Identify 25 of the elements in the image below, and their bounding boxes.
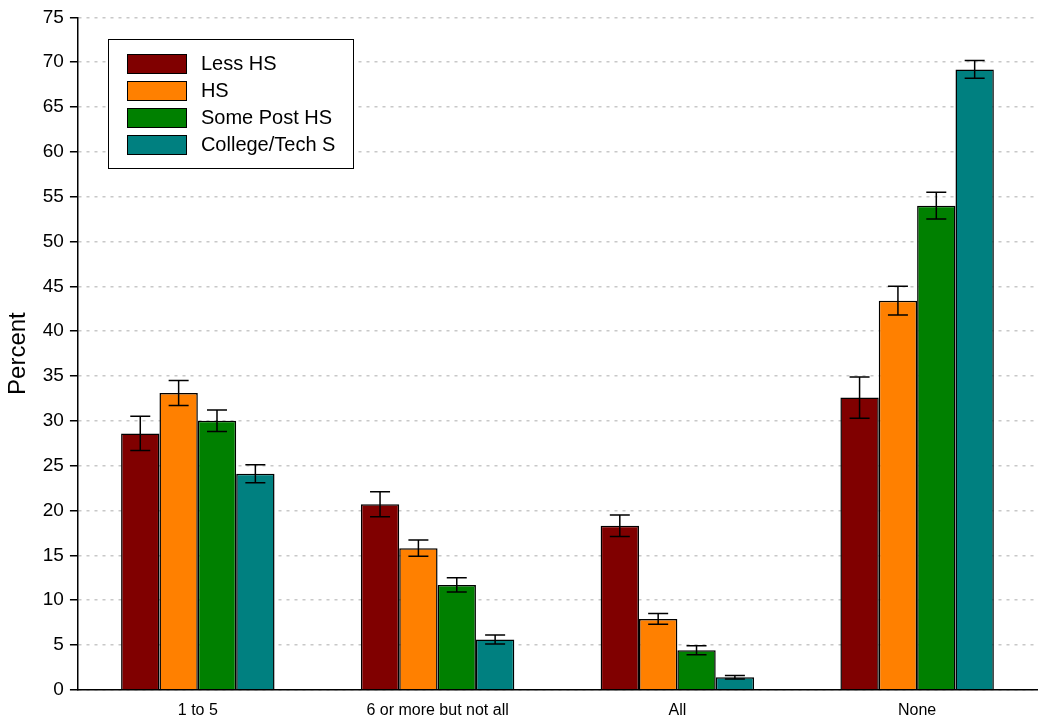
y-tick-label: 45 <box>42 274 64 296</box>
y-tick-label: 75 <box>42 5 64 27</box>
legend-label: College/Tech S <box>200 133 336 157</box>
y-tick-label: 15 <box>42 543 64 565</box>
y-axis-title: Percent <box>3 311 31 395</box>
x-tick-label: All <box>668 700 687 718</box>
y-tick-label: 5 <box>53 633 64 655</box>
y-tick-label: 65 <box>42 95 64 117</box>
legend-label: Less HS <box>200 52 277 76</box>
y-tick-label: 50 <box>42 229 64 251</box>
x-tick-label: None <box>897 700 937 718</box>
y-tick-label: 35 <box>42 364 64 386</box>
y-tick-label: 60 <box>42 140 64 162</box>
y-tick-label: 25 <box>42 453 64 475</box>
x-tick-label: 1 to 5 <box>177 700 218 718</box>
y-tick-label: 10 <box>42 588 64 610</box>
y-tick-label: 55 <box>42 184 64 206</box>
y-tick-label: 0 <box>53 678 64 700</box>
legend-label: Some Post HS <box>200 106 333 130</box>
y-tick-label: 70 <box>42 50 64 72</box>
y-tick-label: 30 <box>42 409 64 431</box>
x-tick-label: 6 or more but not all <box>366 700 509 718</box>
legend-label: HS <box>200 79 229 103</box>
y-tick-label: 40 <box>42 319 64 341</box>
y-tick-label: 20 <box>42 498 64 520</box>
